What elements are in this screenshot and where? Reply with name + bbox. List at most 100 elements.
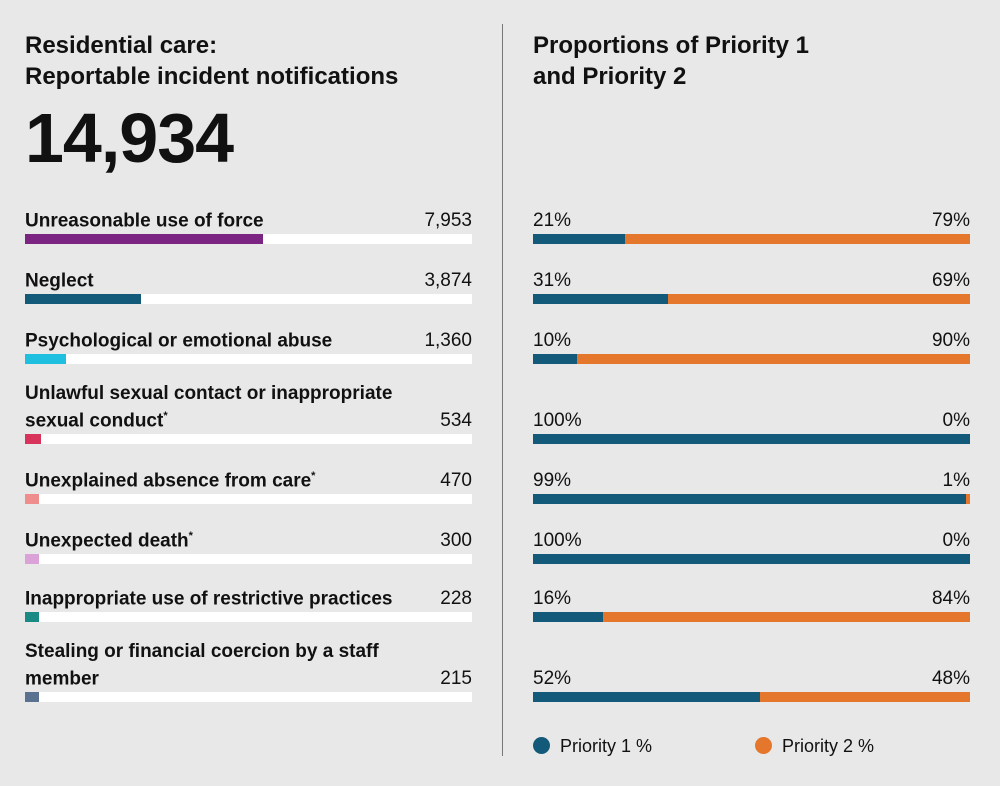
incident-row: Unlawful sexual contact or inappropriate… <box>25 383 472 432</box>
priority2-percent: 0% <box>942 530 970 551</box>
left-title-line2: Reportable incident notifications <box>25 63 399 90</box>
count-bar-track <box>25 554 472 564</box>
count-bar-track <box>25 612 472 622</box>
priority2-bar <box>533 692 970 702</box>
incident-row: Inappropriate use of restrictive practic… <box>25 562 472 610</box>
proportion-labels: 100% 0% <box>533 530 970 552</box>
count-bar <box>25 692 39 702</box>
priority2-bar <box>533 434 970 444</box>
incident-label-footnote-mark: * <box>188 529 193 542</box>
total-notifications: 14,934 <box>25 99 234 177</box>
proportion-labels: 31% 69% <box>533 270 970 292</box>
count-bar-track <box>25 294 472 304</box>
right-title-line1: Proportions of Priority 1 <box>533 32 810 59</box>
priority2-percent: 69% <box>931 270 970 291</box>
incident-label-text: Neglect <box>25 270 94 291</box>
incident-count: 300 <box>440 530 472 551</box>
priority1-percent: 10% <box>533 330 572 351</box>
incident-label-text: Unlawful sexual contact or inappropriate… <box>25 382 393 431</box>
count-bar <box>25 554 39 564</box>
priority2-percent: 0% <box>942 410 970 431</box>
incident-label: Unexpected death* <box>25 525 425 552</box>
incident-count: 470 <box>440 470 472 491</box>
count-bar-track <box>25 354 472 364</box>
incident-label: Unreasonable use of force <box>25 205 425 232</box>
incident-label-footnote-mark: * <box>163 409 168 422</box>
incident-count: 3,874 <box>424 270 472 291</box>
priority2-legend-dot <box>755 737 772 754</box>
priority2-bar <box>533 612 970 622</box>
incident-row: Unexpected death* 300 <box>25 504 472 552</box>
count-bar-track <box>25 692 472 702</box>
right-title-line2: and Priority 2 <box>533 63 687 90</box>
priority1-percent: 21% <box>533 210 572 231</box>
incident-label: Neglect <box>25 265 425 292</box>
priority2-bar <box>533 554 970 564</box>
proportion-labels: 10% 90% <box>533 330 970 352</box>
incident-row: Stealing or financial coercion by a staf… <box>25 641 472 690</box>
priority1-bar <box>533 434 970 444</box>
incident-count: 228 <box>440 588 472 609</box>
count-bar <box>25 434 41 444</box>
incident-label: Psychological or emotional abuse <box>25 325 425 352</box>
legend-priority1-label: Priority 1 % <box>560 736 653 756</box>
priority2-bar <box>533 494 970 504</box>
left-title-line1: Residential care: <box>25 32 218 59</box>
legend-priority1: Priority 1 % <box>533 735 652 757</box>
priority1-percent: 16% <box>533 588 572 609</box>
count-bar <box>25 494 40 504</box>
incident-row: Unexplained absence from care* 470 <box>25 444 472 492</box>
priority1-bar <box>533 294 669 304</box>
left-panel-header: Residential care: Reportable incident no… <box>25 30 472 92</box>
incident-label: Unexplained absence from care* <box>25 465 425 492</box>
proportion-labels: 52% 48% <box>533 668 970 690</box>
incident-count: 215 <box>440 668 472 689</box>
priority1-percent: 31% <box>533 270 572 291</box>
incident-label-text: Inappropriate use of restrictive practic… <box>25 588 393 609</box>
proportion-labels: 16% 84% <box>533 588 970 610</box>
priority1-bar <box>533 354 577 364</box>
priority1-bar <box>533 554 970 564</box>
incident-label-text: Unexplained absence from care <box>25 470 312 491</box>
incident-label-text: Psychological or emotional abuse <box>25 330 333 351</box>
legend-priority2: Priority 2 % <box>755 735 874 757</box>
priority2-bar <box>533 294 970 304</box>
incident-label: Stealing or financial coercion by a staf… <box>25 641 425 690</box>
priority1-percent: 100% <box>533 530 582 551</box>
proportion-labels: 21% 79% <box>533 210 970 232</box>
priority2-percent: 1% <box>942 470 970 491</box>
priority2-percent: 48% <box>931 668 970 689</box>
incident-label: Unlawful sexual contact or inappropriate… <box>25 383 425 432</box>
priority2-percent: 90% <box>931 330 970 351</box>
proportion-labels: 100% 0% <box>533 410 970 432</box>
priority1-legend-dot <box>533 737 550 754</box>
incident-label-text: Unreasonable use of force <box>25 210 264 231</box>
incident-label-footnote-mark: * <box>311 469 316 482</box>
priority1-percent: 99% <box>533 470 572 491</box>
right-panel-header: Proportions of Priority 1 and Priority 2 <box>533 30 970 92</box>
priority2-percent: 84% <box>931 588 970 609</box>
count-bar <box>25 612 39 622</box>
incident-count: 534 <box>440 410 472 431</box>
priority1-bar <box>533 612 603 622</box>
priority2-bar <box>533 234 970 244</box>
proportion-labels: 99% 1% <box>533 470 970 492</box>
priority1-percent: 52% <box>533 668 572 689</box>
incident-label: Inappropriate use of restrictive practic… <box>25 583 425 610</box>
priority1-bar <box>533 234 625 244</box>
priority2-bar <box>533 354 970 364</box>
incident-label-text: Unexpected death <box>25 530 189 551</box>
incident-row: Unreasonable use of force 7,953 <box>25 184 472 232</box>
incident-row: Psychological or emotional abuse 1,360 <box>25 304 472 352</box>
panel-divider <box>502 24 503 756</box>
incident-count: 7,953 <box>424 210 472 231</box>
count-bar <box>25 354 66 364</box>
legend-priority2-label: Priority 2 % <box>782 736 875 756</box>
priority1-percent: 100% <box>533 410 582 431</box>
count-bar <box>25 294 141 304</box>
priority1-bar <box>533 494 966 504</box>
incident-row: Neglect 3,874 <box>25 244 472 292</box>
incident-count: 1,360 <box>424 330 472 351</box>
priority1-bar <box>533 692 761 702</box>
count-bar-track <box>25 234 472 244</box>
